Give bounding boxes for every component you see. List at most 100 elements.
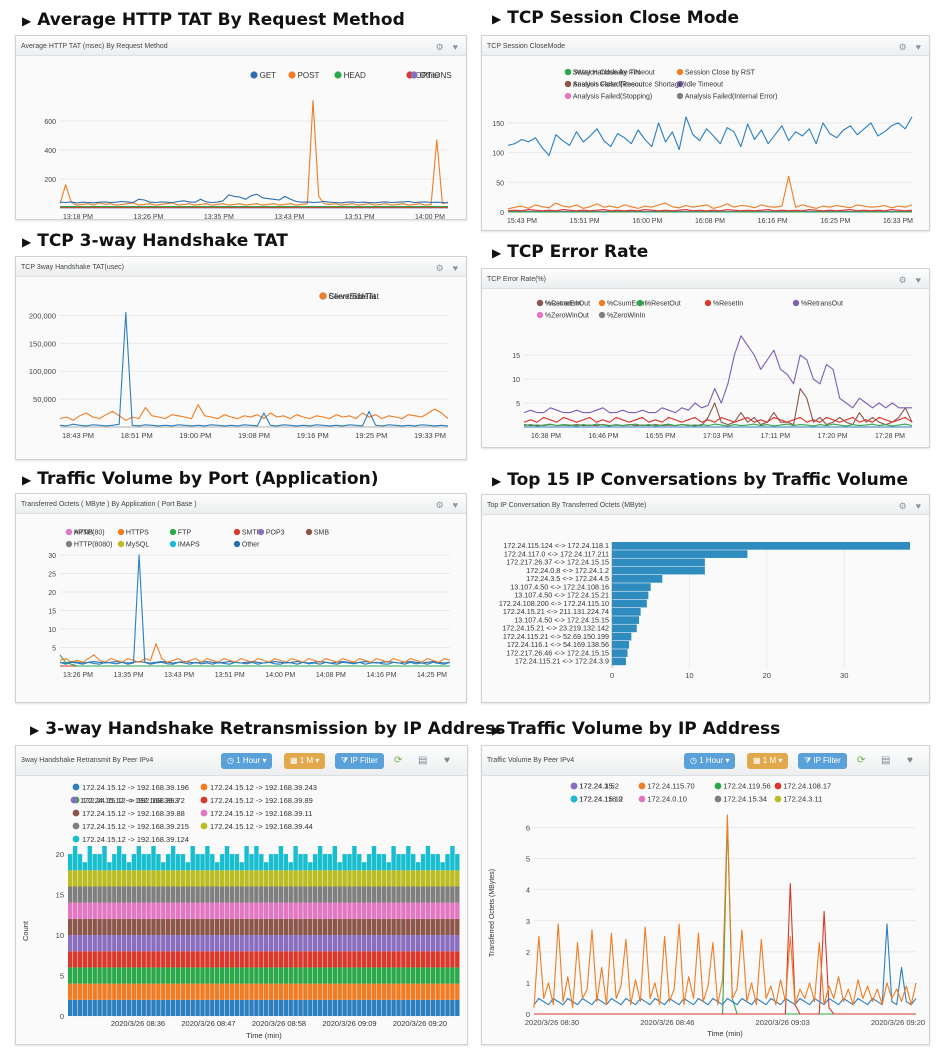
bar-segment	[376, 902, 382, 919]
bar-segment	[151, 918, 156, 936]
bar-segment	[136, 918, 142, 936]
time-range-button[interactable]: ◷ 1 Hour ▾	[684, 753, 736, 769]
bar-segment	[313, 999, 318, 1016]
legend-label: 172.24.15.12 -> 192.168.39.88	[82, 809, 185, 818]
bar-segment	[401, 918, 406, 936]
favorite-icon[interactable]: ♥	[452, 500, 458, 510]
settings-icon[interactable]: ⚙	[898, 42, 907, 52]
table-icon[interactable]: ▤	[418, 755, 428, 766]
legend-label: 172.24.15.12	[579, 795, 623, 804]
series-line-get	[59, 193, 449, 204]
bar-segment	[308, 983, 313, 1000]
legend-label: 172.24.3.11	[783, 795, 822, 804]
bar-segment	[68, 870, 73, 887]
bar-segment	[386, 951, 391, 968]
bar-segment	[396, 983, 401, 1000]
bar-segment	[146, 967, 151, 984]
bar-segment	[381, 967, 387, 984]
panel-top-ip: Top IP Conversation By Transferred Octet…	[481, 494, 930, 703]
bar-segment	[170, 983, 176, 1000]
settings-icon[interactable]: ⚙	[435, 42, 444, 52]
bar-segment	[445, 983, 450, 1000]
legend-label: 172.24.15.12 -> 192.168.39.11	[210, 809, 312, 818]
bar-segment	[175, 967, 181, 984]
x-tick-label: 2020/3/26 08:46	[640, 1018, 694, 1027]
bar-segment	[391, 870, 396, 887]
bar-segment	[406, 983, 411, 1000]
bar-segment	[455, 983, 460, 1000]
bar-segment	[249, 999, 254, 1016]
bar-segment	[166, 870, 171, 887]
ip-filter-button[interactable]: ⧩ IP Filter	[335, 753, 384, 769]
bar-segment	[430, 999, 436, 1016]
legend-marker	[319, 292, 327, 300]
bar-segment	[77, 999, 83, 1016]
bar-segment	[376, 935, 382, 952]
bar-segment	[268, 854, 274, 871]
bar-segment	[244, 846, 249, 871]
refresh-icon[interactable]: ⟳	[857, 755, 866, 766]
favorite-icon[interactable]: ♥	[915, 42, 921, 52]
bar-segment	[254, 870, 259, 887]
series-line--resetin	[523, 416, 913, 423]
calendar-button[interactable]: ▦ 1 M ▾	[747, 753, 789, 769]
legend-marker	[72, 809, 80, 817]
refresh-icon[interactable]: ⟳	[394, 755, 403, 766]
bar-segment	[82, 951, 88, 968]
bar-segment	[308, 870, 313, 887]
bar-segment	[342, 854, 347, 871]
bar-segment	[170, 951, 176, 968]
legend-label: 172.24.115.70	[647, 782, 694, 791]
bar-segment	[283, 999, 289, 1016]
bar-segment	[239, 935, 244, 952]
legend-label: 172.24.15.12 -> 192.168.39.196	[82, 783, 189, 792]
bar-segment	[117, 935, 122, 952]
favorite-icon[interactable]: ♥	[444, 755, 450, 766]
calendar-button[interactable]: ▦ 1 M ▾	[284, 753, 326, 769]
settings-icon[interactable]: ⚙	[898, 501, 907, 511]
favorite-icon[interactable]: ♥	[452, 263, 458, 273]
bar-segment	[215, 918, 220, 936]
x-tick-label: 14:25 PM	[417, 672, 447, 679]
settings-icon[interactable]: ⚙	[435, 500, 444, 510]
bar	[612, 550, 748, 558]
ip-filter-button[interactable]: ⧩ IP Filter	[798, 753, 847, 769]
settings-icon[interactable]: ⚙	[898, 275, 907, 285]
legend-label: Session Close by FIN	[573, 69, 640, 76]
panel-tcp-error: TCP Error Rate(%) ⚙ ♥ %CsumErrOut %CsumErr…	[481, 268, 930, 448]
bar-segment	[87, 870, 93, 887]
bar-segment	[107, 886, 112, 903]
favorite-icon[interactable]: ♥	[907, 755, 913, 766]
bar-segment	[308, 951, 313, 968]
bar-segment	[146, 886, 151, 903]
bar-segment	[170, 902, 176, 919]
time-range-button[interactable]: ◷ 1 Hour ▾	[221, 753, 273, 769]
bar-segment	[244, 935, 249, 952]
bar-segment	[244, 983, 249, 1000]
bar	[612, 566, 705, 575]
bar-segment	[362, 902, 367, 919]
bar-segment	[362, 983, 367, 1000]
favorite-icon[interactable]: ♥	[452, 42, 458, 52]
settings-icon[interactable]: ⚙	[435, 263, 444, 273]
bar-segment	[72, 886, 78, 903]
legend-label: HTTPS	[126, 529, 149, 536]
bar-segment	[381, 886, 387, 903]
legend-label: Session Close by RST	[685, 69, 756, 76]
favorite-icon[interactable]: ♥	[915, 501, 921, 511]
bar-segment	[92, 886, 97, 903]
bar-segment	[224, 886, 230, 903]
bar-segment	[82, 870, 88, 887]
bar-segment	[117, 870, 122, 887]
bar-segment	[259, 918, 264, 936]
bar-segment	[337, 967, 342, 984]
favorite-icon[interactable]: ♥	[915, 275, 921, 285]
table-icon[interactable]: ▤	[881, 755, 891, 766]
series-line-http-80-	[59, 554, 451, 665]
bar-segment	[107, 902, 112, 919]
legend-label: Other	[242, 541, 260, 548]
bar-segment	[87, 935, 93, 952]
bar-segment	[244, 886, 249, 903]
series-line-172-24-108-17	[534, 882, 916, 1015]
bar-segment	[396, 902, 401, 919]
